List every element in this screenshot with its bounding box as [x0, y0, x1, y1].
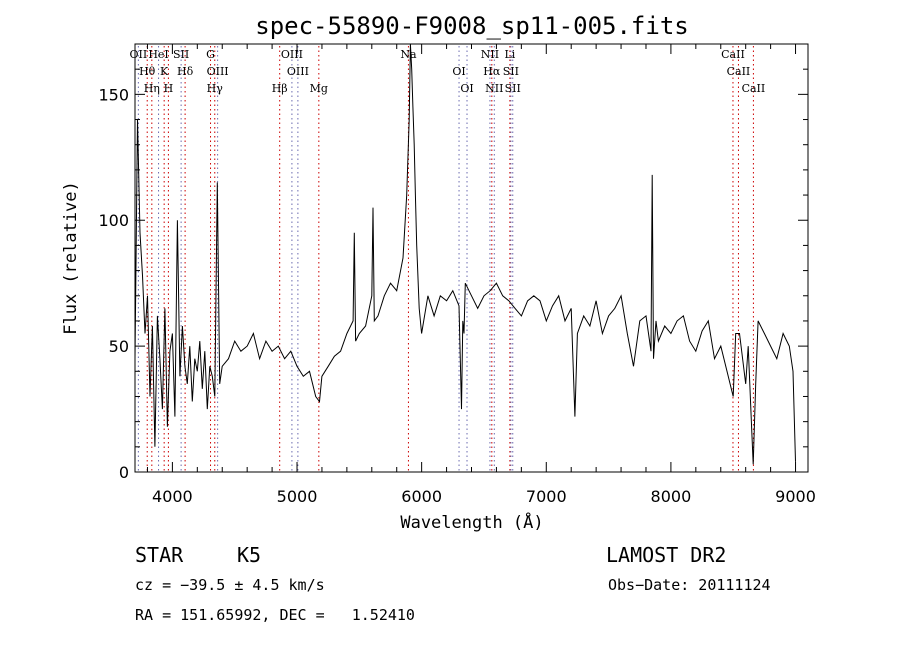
spectral-line-label: Hα	[483, 65, 501, 78]
chart-title: spec-55890-F9008_sp11-005.fits	[255, 12, 688, 40]
object-class: STAR	[135, 543, 184, 567]
spectral-line-label: CaII	[721, 48, 745, 61]
x-tick-label: 7000	[526, 487, 567, 506]
y-axis: 0 50 100 150	[98, 43, 808, 482]
spectral-line-label: K	[160, 65, 169, 78]
spectral-line-label: Na	[400, 48, 417, 61]
x-tick-label: 8000	[651, 487, 692, 506]
spectral-line-label: OIII	[281, 48, 303, 61]
spectral-line-label: NII	[485, 82, 503, 95]
spectral-line-label: H	[164, 82, 174, 95]
subclass: K5	[237, 543, 262, 567]
obs-date: Obs−Date: 20111124	[608, 576, 771, 594]
y-axis-label: Flux (relative)	[61, 181, 81, 335]
x-tick-label: 5000	[277, 487, 318, 506]
spectral-line-label: Hη	[144, 82, 160, 95]
spectral-line-labels: OIIHθHηHeIKHSIIHδHγGOIIIHβOIIIOIIIMgNaOI…	[130, 48, 766, 95]
spectral-line-label: Hβ	[272, 82, 288, 95]
spectral-line-label: Hθ	[139, 65, 156, 78]
spectral-line-label: CaII	[727, 65, 751, 78]
spectral-line-label: CaII	[742, 82, 766, 95]
spectral-line-label: Mg	[310, 82, 328, 95]
spectral-line-label: SII	[505, 82, 521, 95]
spectral-line-markers	[137, 46, 754, 472]
spectral-line-label: SII	[173, 48, 189, 61]
y-tick-label: 150	[98, 85, 129, 104]
redshift-cz: cz = −39.5 ± 4.5 km/s	[135, 576, 325, 594]
x-axis-label: Wavelength (Å)	[400, 511, 543, 533]
spectral-line-label: OIII	[287, 65, 309, 78]
x-tick-label: 9000	[775, 487, 816, 506]
x-axis: 4000 5000 6000 7000 8000 9000	[146, 44, 816, 506]
spectral-line-label: Hγ	[207, 82, 224, 95]
spectrum-series	[134, 43, 796, 465]
spectral-line-label: G	[206, 48, 215, 61]
spectral-line-label: HeI	[148, 48, 168, 61]
y-tick-label: 100	[98, 211, 129, 230]
spectrum-line	[134, 43, 796, 465]
spectral-line-label: NII	[481, 48, 499, 61]
spectral-line-label: OII	[130, 48, 148, 61]
survey-name: LAMOST DR2	[606, 543, 727, 567]
spectral-line-label: Hδ	[177, 65, 194, 78]
plot-frame	[134, 43, 809, 473]
spectral-line-label: SII	[503, 65, 519, 78]
spectral-line-label: OI	[460, 82, 473, 95]
spectral-line-label: OIII	[207, 65, 229, 78]
x-tick-label: 6000	[401, 487, 442, 506]
y-tick-label: 50	[109, 337, 129, 356]
spectral-line-label: OI	[452, 65, 465, 78]
spectral-line-label: Li	[504, 48, 515, 61]
y-tick-label: 0	[119, 463, 129, 482]
coordinates: RA = 151.65992, DEC = 1.52410	[135, 606, 415, 624]
x-tick-label: 4000	[152, 487, 193, 506]
